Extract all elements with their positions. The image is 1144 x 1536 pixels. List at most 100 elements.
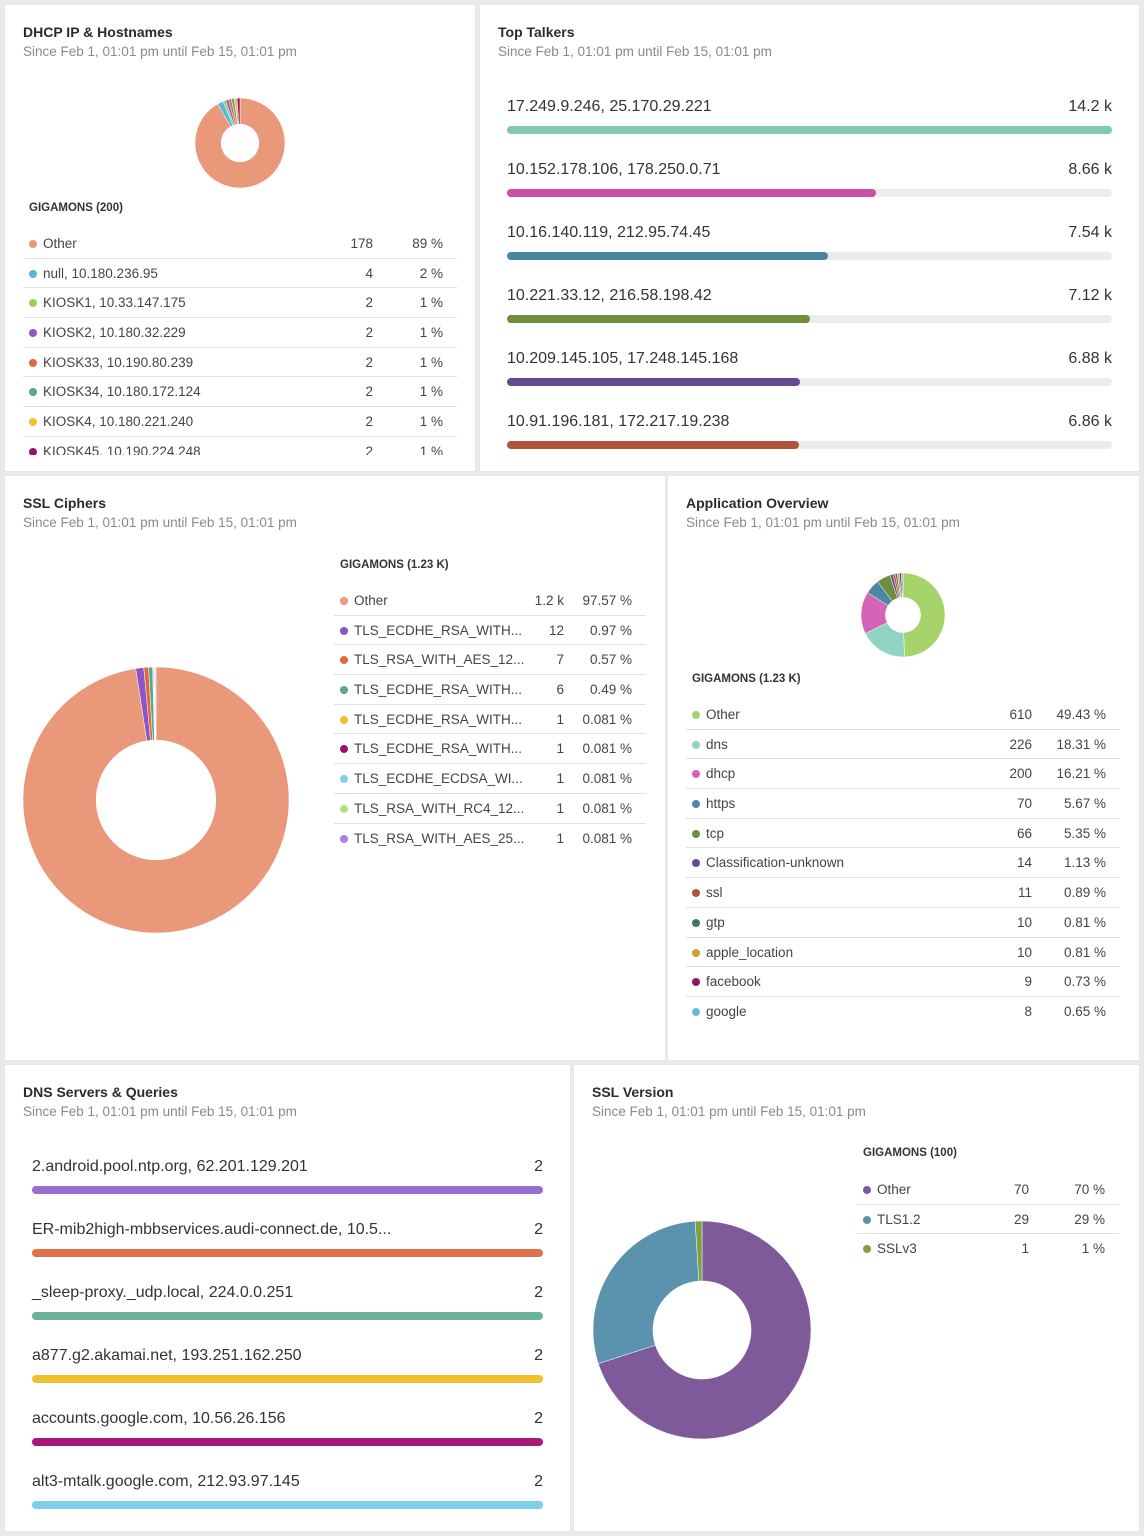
- donut-slice-7[interactable]: [236, 98, 241, 125]
- legend-row[interactable]: dns 226 18.31 %: [686, 730, 1120, 760]
- panel-title: Top Talkers: [498, 24, 575, 40]
- legend-row[interactable]: Other 1.2 k 97.57 %: [334, 586, 646, 616]
- legend-percent: 97.57 %: [582, 593, 632, 608]
- legend-row[interactable]: https 70 5.67 %: [686, 789, 1120, 819]
- bar-item[interactable]: alt3-mtalk.google.com, 212.93.97.145 2: [32, 1473, 543, 1513]
- donut-slice-0[interactable]: [598, 1221, 811, 1439]
- bar-item[interactable]: 10.209.145.105, 17.248.145.168 6.88 k: [507, 350, 1112, 390]
- group-label: GIGAMONS (1.23 K): [692, 673, 801, 685]
- legend-label: TLS_RSA_WITH_AES_25...: [354, 830, 525, 846]
- donut-slice-0[interactable]: [23, 667, 289, 933]
- legend-percent: 1 %: [419, 384, 443, 400]
- legend-row[interactable]: gtp 10 0.81 %: [686, 908, 1120, 938]
- legend-row[interactable]: facebook 9 0.73 %: [686, 967, 1120, 997]
- bar-value: 14.2 k: [1068, 98, 1112, 115]
- panel-subtitle: Since Feb 1, 01:01 pm until Feb 15, 01:0…: [686, 515, 960, 530]
- legend-row[interactable]: Other 178 89 %: [23, 229, 457, 259]
- bar-track: [32, 1249, 543, 1257]
- bar-track: [507, 315, 1112, 323]
- legend-count: 610: [1009, 707, 1032, 722]
- legend-row[interactable]: KIOSK33, 10.190.80.239 2 1 %: [23, 348, 457, 378]
- legend-label: TLS_ECDHE_RSA_WITH...: [354, 741, 523, 757]
- legend-row[interactable]: tcp 66 5.35 %: [686, 819, 1120, 849]
- bar-item[interactable]: 2.android.pool.ntp.org, 62.201.129.201 2: [32, 1158, 543, 1198]
- ssl-ciphers-panel: SSL Ciphers Since Feb 1, 01:01 pm until …: [5, 476, 665, 1060]
- donut-slice-8[interactable]: [155, 667, 157, 741]
- legend-row[interactable]: TLS_RSA_WITH_AES_12... 7 0.57 %: [334, 645, 646, 676]
- donut-slice-10[interactable]: [901, 573, 904, 598]
- legend-row[interactable]: Other 610 49.43 %: [686, 700, 1120, 730]
- legend-row[interactable]: ssl 11 0.89 %: [686, 878, 1120, 908]
- legend-color-dot: [340, 656, 348, 665]
- legend-row[interactable]: KIOSK1, 10.33.147.175 2 1 %: [23, 288, 457, 319]
- dhcp-panel: DHCP IP & Hostnames Since Feb 1, 01:01 p…: [5, 5, 475, 471]
- application-donut-chart[interactable]: [861, 573, 945, 657]
- legend-percent: 0.73 %: [1063, 974, 1106, 990]
- bar-fill: [507, 441, 800, 449]
- legend-row[interactable]: apple_location 10 0.81 %: [686, 938, 1120, 968]
- bar-item[interactable]: 10.16.140.119, 212.95.74.45 7.54 k: [507, 224, 1112, 264]
- legend-row[interactable]: TLS_RSA_WITH_AES_25... 1 0.081 %: [334, 824, 646, 854]
- legend-count: 178: [350, 236, 373, 251]
- bar-item[interactable]: accounts.google.com, 10.56.26.156 2: [32, 1410, 543, 1450]
- bar-label: _sleep-proxy._udp.local, 224.0.0.251: [32, 1284, 294, 1301]
- legend-row[interactable]: TLS_ECDHE_RSA_WITH... 1 0.081 %: [334, 705, 646, 735]
- panel-title: Application Overview: [686, 495, 829, 511]
- legend-percent: 89 %: [412, 236, 443, 251]
- bar-item[interactable]: 10.91.196.181, 172.217.19.238 6.86 k: [507, 413, 1112, 453]
- top-talkers-bar-list: 17.249.9.246, 25.170.29.221 14.2 k 10.152.…: [507, 98, 1112, 468]
- legend-percent: 0.49 %: [589, 682, 632, 698]
- donut-slice-0[interactable]: [195, 98, 285, 188]
- legend-row[interactable]: Classification-unknown 14 1.13 %: [686, 848, 1120, 879]
- panel-title: DNS Servers & Queries: [23, 1084, 178, 1100]
- bar-item[interactable]: ER-mib2high-mbbservices.audi-connect.de,…: [32, 1221, 543, 1261]
- legend-count: 70: [1013, 1182, 1029, 1197]
- legend-row[interactable]: KIOSK34, 10.180.172.124 2 1 %: [23, 377, 457, 408]
- legend-label: Other: [706, 707, 740, 722]
- bar-fill: [507, 126, 1112, 134]
- donut-slice-2[interactable]: [694, 1221, 703, 1282]
- legend-row[interactable]: Other 70 70 %: [857, 1175, 1119, 1205]
- legend-row[interactable]: KIOSK2, 10.180.32.229 2 1 %: [23, 318, 457, 348]
- dhcp-donut-chart[interactable]: [195, 98, 285, 188]
- legend-color-dot: [863, 1186, 871, 1194]
- legend-color-dot: [692, 918, 700, 927]
- legend-count: 66: [1016, 825, 1032, 841]
- legend-row[interactable]: TLS_RSA_WITH_RC4_12... 1 0.081 %: [334, 794, 646, 824]
- top-talkers-panel: Top Talkers Since Feb 1, 01:01 pm until …: [480, 5, 1139, 471]
- panel-title: SSL Ciphers: [23, 495, 106, 511]
- legend-row[interactable]: TLS_ECDHE_RSA_WITH... 6 0.49 %: [334, 675, 646, 705]
- legend-color-dot: [692, 978, 700, 987]
- donut-slice-1[interactable]: [593, 1221, 700, 1364]
- legend-row[interactable]: TLS_ECDHE_ECDSA_WI... 1 0.081 %: [334, 764, 646, 794]
- legend-label: KIOSK33, 10.190.80.239: [43, 354, 194, 370]
- bar-item[interactable]: _sleep-proxy._udp.local, 224.0.0.251 2: [32, 1284, 543, 1324]
- legend-row[interactable]: KIOSK45, 10.190.224.248 2 1 %: [23, 437, 457, 455]
- bar-label: 10.91.196.181, 172.217.19.238: [507, 413, 730, 430]
- legend-row[interactable]: null, 10.180.236.95 4 2 %: [23, 259, 457, 289]
- panel-subtitle: Since Feb 1, 01:01 pm until Feb 15, 01:0…: [23, 44, 297, 59]
- bar-item[interactable]: 10.152.178.106, 178.250.0.71 8.66 k: [507, 161, 1112, 201]
- legend-color-dot: [692, 889, 700, 898]
- legend-row[interactable]: TLS1.2 29 29 %: [857, 1205, 1119, 1235]
- ssl-version-donut-chart[interactable]: [593, 1221, 811, 1439]
- legend-percent: 1 %: [419, 443, 443, 455]
- donut-slice-0[interactable]: [902, 573, 945, 657]
- legend-label: https: [706, 796, 736, 812]
- bar-fill: [507, 378, 801, 386]
- legend-row[interactable]: TLS_ECDHE_RSA_WITH... 1 0.081 %: [334, 734, 646, 765]
- bar-value: 2: [534, 1347, 543, 1364]
- legend-row[interactable]: google 8 0.65 %: [686, 997, 1120, 1027]
- bar-item[interactable]: a877.g2.akamai.net, 193.251.162.250 2: [32, 1347, 543, 1387]
- ssl-ciphers-donut-chart[interactable]: [23, 667, 289, 933]
- legend-row[interactable]: SSLv3 1 1 %: [857, 1234, 1119, 1264]
- legend-color-dot: [692, 800, 700, 809]
- bar-item[interactable]: 17.249.9.246, 25.170.29.221 14.2 k: [507, 98, 1112, 138]
- bar-fill: [507, 315, 811, 323]
- legend-count: 1: [1021, 1241, 1029, 1257]
- legend-row[interactable]: TLS_ECDHE_RSA_WITH... 12 0.97 %: [334, 616, 646, 646]
- bar-item[interactable]: 10.221.33.12, 216.58.198.42 7.12 k: [507, 287, 1112, 327]
- bar-track: [32, 1501, 543, 1509]
- legend-row[interactable]: KIOSK4, 10.180.221.240 2 1 %: [23, 407, 457, 437]
- legend-row[interactable]: dhcp 200 16.21 %: [686, 759, 1120, 790]
